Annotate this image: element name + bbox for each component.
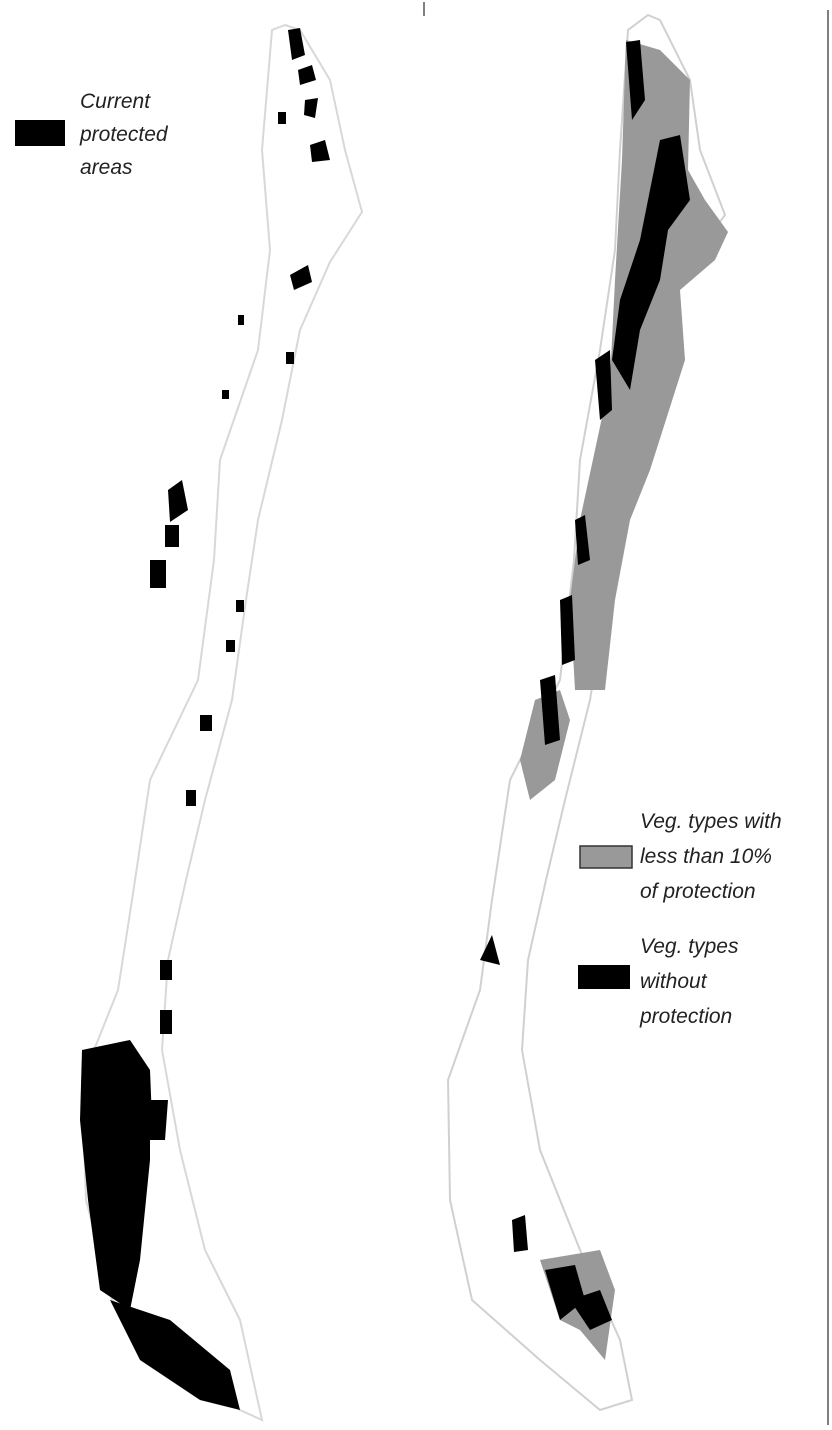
protected-areas (80, 28, 330, 1410)
legend-label: Veg. types with (640, 810, 782, 833)
country-outline (80, 23, 364, 1422)
legend-label: Current (80, 90, 151, 113)
legend-label: without (640, 970, 708, 993)
legend-swatch (579, 845, 633, 869)
right-map (446, 13, 728, 1412)
low-protection-area (570, 40, 728, 690)
legend-label: protected (79, 123, 169, 146)
legend-label: areas (80, 156, 133, 179)
legend-swatch (15, 120, 65, 146)
legend-label: less than 10% (640, 845, 772, 868)
legend-label: Veg. types (640, 935, 739, 958)
legend-label: protection (639, 1005, 732, 1028)
legend-swatch (578, 965, 630, 989)
legend-label: of protection (640, 880, 756, 903)
left-map (80, 23, 364, 1422)
unprotected-areas (480, 40, 690, 1330)
